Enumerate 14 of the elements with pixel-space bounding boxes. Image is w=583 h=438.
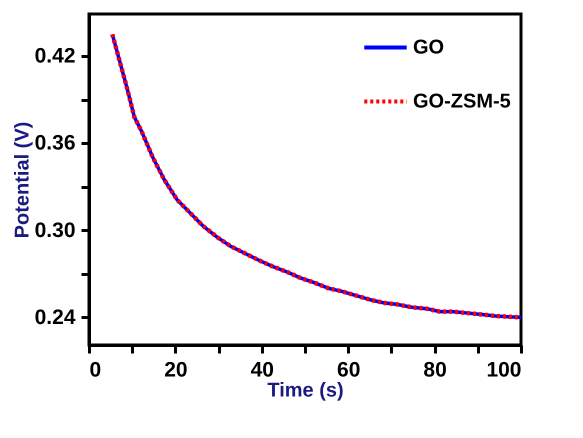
- x-tick-label: 40: [250, 358, 274, 382]
- x-tick-label: 80: [423, 358, 447, 382]
- x-axis-title: Time (s): [267, 380, 344, 402]
- x-tick-label: 0: [90, 358, 102, 382]
- y-tick-label: 0.24: [34, 306, 76, 329]
- y-axis-title: Potential (V): [12, 122, 34, 238]
- y-tick-label: 0.42: [34, 44, 76, 68]
- legend-label: GO-ZSM-5: [413, 90, 511, 112]
- x-tick-label: 20: [164, 358, 188, 382]
- legend-label: GO: [413, 36, 444, 58]
- x-tick-label: 60: [337, 358, 360, 382]
- x-tick-label: 100: [486, 358, 522, 382]
- y-tick-label: 0.30: [34, 218, 76, 242]
- y-tick-label: 0.36: [34, 132, 76, 155]
